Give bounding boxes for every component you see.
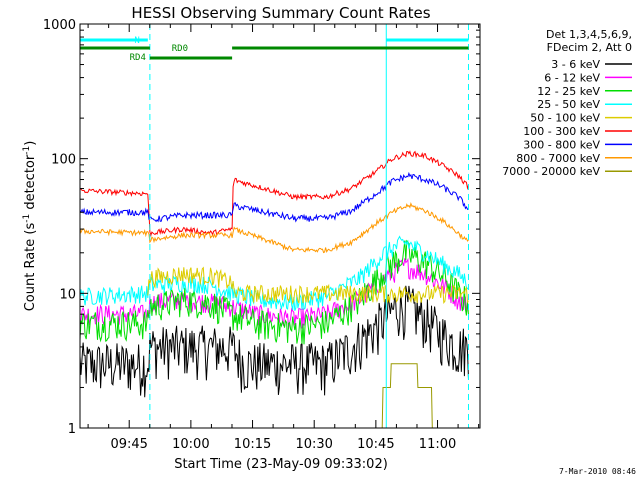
legend-label: 800 - 7000 keV xyxy=(516,152,600,165)
legend-label: 25 - 50 keV xyxy=(537,98,600,111)
date-stamp: 7-Mar-2010 08:46 xyxy=(559,467,636,476)
y-tick-label: 1000 xyxy=(43,18,76,33)
legend-label: 6 - 12 keV xyxy=(544,71,600,84)
y-axis-label-suffix: ) xyxy=(23,141,38,146)
series-line xyxy=(381,363,433,429)
series-line xyxy=(79,171,469,223)
x-tick-label: 10:45 xyxy=(357,437,394,452)
y-axis-label-sup2: -1 xyxy=(22,146,32,155)
state-label-n: N xyxy=(134,36,139,46)
x-tick-label: 10:15 xyxy=(234,437,271,452)
legend-label: 7000 - 20000 keV xyxy=(502,165,600,178)
x-axis-label: Start Time (23-May-09 09:33:02) xyxy=(174,457,388,472)
legend-header-line-2: FDecim 2, Att 0 xyxy=(547,41,632,54)
legend-header-line-1: Det 1,3,4,5,6,9, xyxy=(546,28,632,41)
chart-title: HESSI Observing Summary Count Rates xyxy=(131,4,430,22)
x-tick-label: 10:30 xyxy=(295,437,332,452)
y-axis-label-mid: detector xyxy=(23,154,38,214)
series-line xyxy=(79,285,469,398)
y-tick-label: 10 xyxy=(59,287,76,302)
legend: Det 1,3,4,5,6,9, FDecim 2, Att 0 3 - 6 k… xyxy=(502,28,632,178)
x-tick-label: 11:00 xyxy=(419,437,456,452)
legend-label: 300 - 800 keV xyxy=(523,138,600,151)
series-layer xyxy=(79,150,469,429)
series-line xyxy=(79,150,469,237)
legend-label: 100 - 300 keV xyxy=(523,125,600,138)
plot-frame xyxy=(79,23,481,429)
y-axis-label-prefix: Count Rate (s xyxy=(23,223,38,312)
y-tick-label: 1 xyxy=(68,422,76,437)
state-label-rd0: RD0 xyxy=(172,44,188,54)
state-label-rd4: RD4 xyxy=(130,53,146,63)
y-axis-label: Count Rate (s-1 detector-1) xyxy=(22,141,38,312)
x-tick-label: 09:45 xyxy=(110,437,147,452)
y-axis-label-sup1: -1 xyxy=(22,214,32,223)
overlay-layer: N RD0 RD4 xyxy=(80,24,469,428)
series-line xyxy=(79,202,469,254)
y-tick-label: 100 xyxy=(51,153,76,168)
series-line xyxy=(79,239,469,345)
legend-label: 3 - 6 keV xyxy=(551,58,600,71)
legend-label: 50 - 100 keV xyxy=(530,112,600,125)
series-line xyxy=(147,266,469,305)
legend-label: 12 - 25 keV xyxy=(537,85,600,98)
x-tick-label: 10:00 xyxy=(172,437,209,452)
